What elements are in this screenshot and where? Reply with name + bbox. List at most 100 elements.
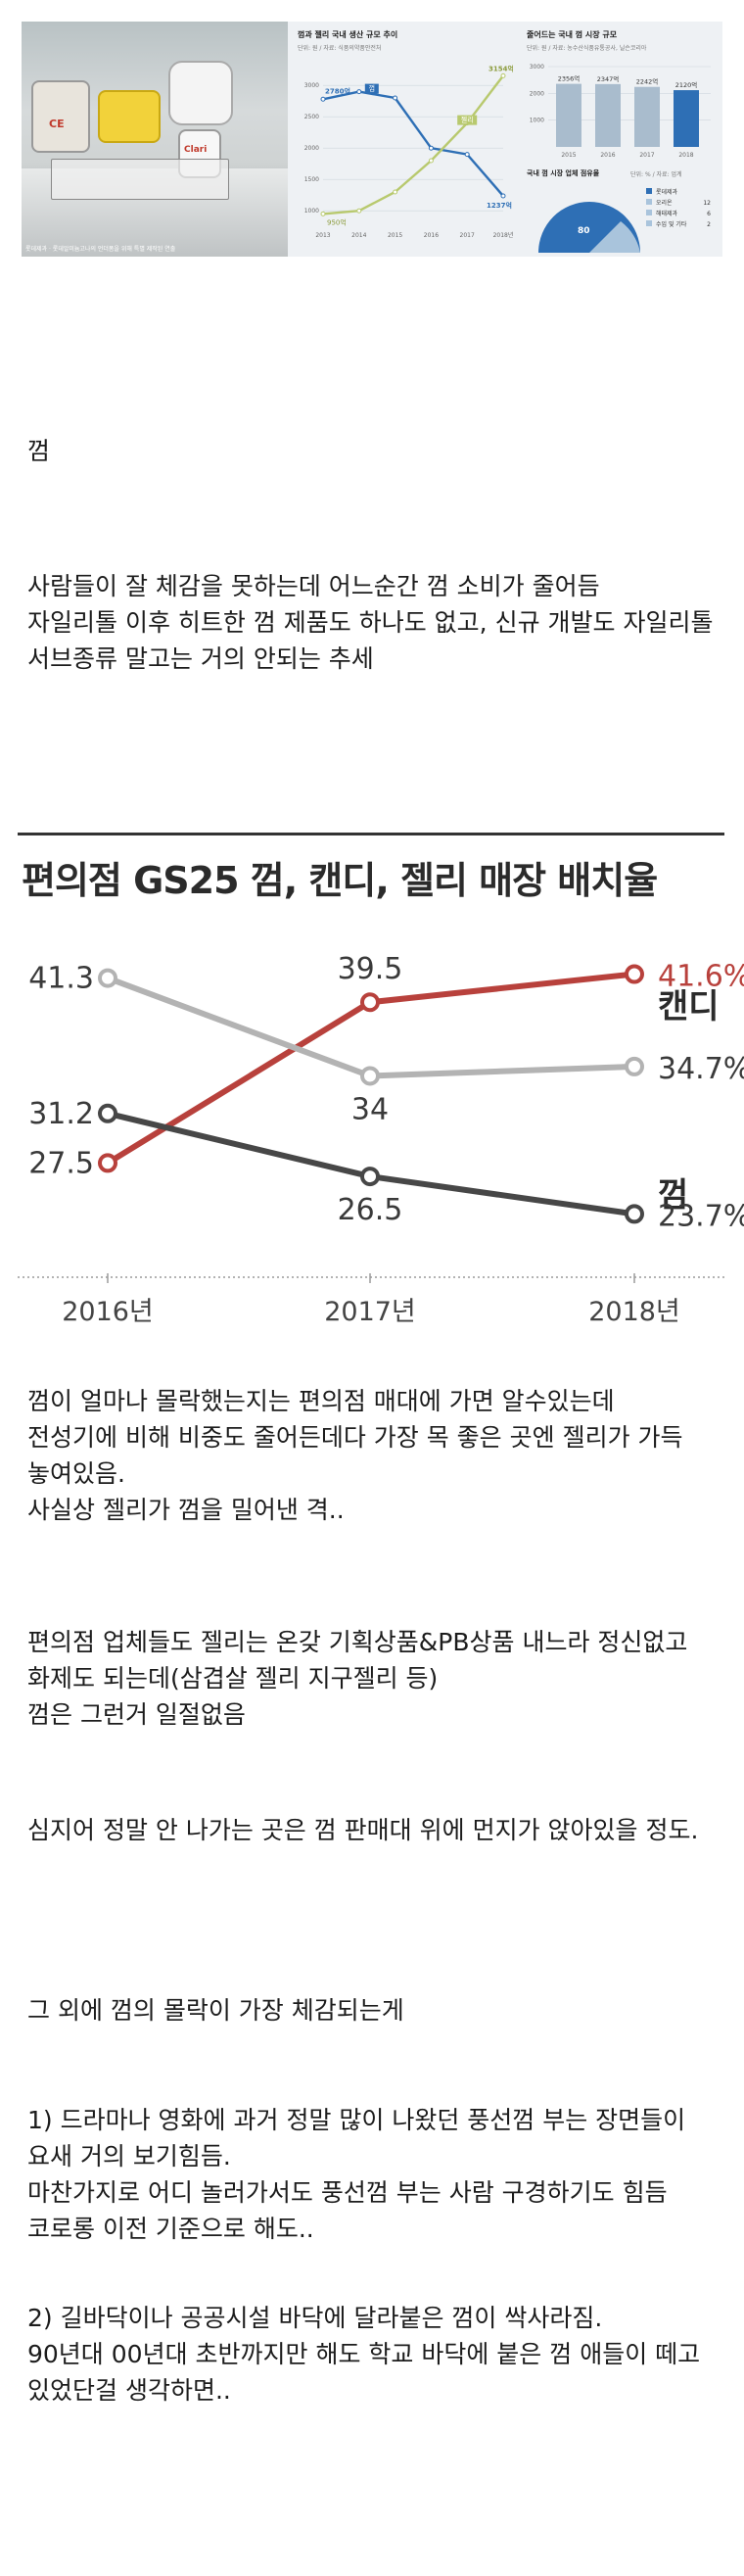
data-point-껌 [500, 193, 506, 199]
data-label: 2780억 [325, 86, 350, 95]
x-tick-label: 2017 [460, 232, 475, 239]
paragraph-gum: 껌 [27, 437, 51, 465]
bar [674, 90, 699, 147]
legend-label: 롯데제과 [656, 188, 678, 196]
store-photo: CE Clari 롯데제과 · 롯데알미늄고나의 언더폼을 위해 특별 제작된 … [22, 22, 288, 257]
infographic: 껌과 젤리 국내 생산 규모 추이 단위: 원 / 자료: 식품의약품안전처 3… [288, 22, 722, 257]
x-tick-label: 2013 [315, 232, 330, 239]
share-note: 단위: % / 자료: 업계 [630, 171, 682, 178]
data-label-캔디: 41.3 [28, 962, 94, 996]
legend-value: 6 [707, 211, 711, 217]
legend-value: 2 [707, 221, 711, 228]
x-tick-label: 2015 [561, 152, 576, 159]
legend-label: 오리온 [656, 199, 673, 207]
data-label-껌: 23.7% [658, 1199, 744, 1233]
legend-swatch [646, 199, 652, 205]
x-tick-label: 2014 [351, 232, 366, 239]
legend-swatch [646, 220, 652, 226]
jar-shape [168, 61, 233, 125]
x-tick-label: 2015 [388, 232, 402, 239]
bar-value-label: 2356억 [558, 75, 581, 83]
series-line-젤리 [322, 74, 504, 215]
data-point-껌 [464, 152, 470, 158]
data-label-젤리: 39.5 [338, 952, 403, 986]
x-tick-label: 2018년 [493, 231, 513, 239]
legend-swatch [646, 188, 652, 194]
y-tick-label: 1000 [530, 118, 544, 124]
jar-label: CE [49, 118, 65, 130]
left-chart-note: 단위: 원 / 자료: 식품의약품안전처 [298, 45, 382, 52]
series-name-캔디: 캔디 [658, 987, 720, 1026]
data-point-젤리 [625, 964, 644, 984]
market-bar-chart: 3000 2000 1000 2356억 2015 2347억 2016 2242억 2017 2… [530, 64, 711, 159]
data-point-껌 [98, 1103, 117, 1123]
data-label-젤리: 41.6% [658, 960, 744, 994]
data-label-껌: 26.5 [338, 1193, 403, 1227]
y-tick-label: 2500 [304, 114, 319, 120]
data-point-젤리 [356, 208, 362, 214]
jar-shape [51, 159, 229, 200]
series-line-껌 [322, 90, 504, 197]
chart-top-rule [18, 833, 724, 835]
data-point-젤리 [98, 1153, 117, 1173]
x-tick-label: 2018년 [588, 1297, 680, 1327]
bar-value-label: 2242억 [636, 78, 659, 86]
y-tick-label: 1000 [304, 208, 319, 215]
bar-value-label: 2347억 [597, 75, 620, 83]
news-image: CE Clari 롯데제과 · 롯데알미늄고나의 언더폼을 위해 특별 제작된 … [22, 22, 722, 257]
data-point-껌 [428, 145, 434, 151]
y-tick-label: 3000 [304, 82, 319, 89]
data-point-껌 [625, 1204, 644, 1224]
bar [595, 83, 621, 147]
x-tick-label: 2017년 [324, 1297, 416, 1327]
jar-shape [31, 80, 90, 153]
right-chart-title: 줄어드는 국내 껌 시장 규모 [527, 30, 618, 39]
data-point-젤리 [393, 189, 398, 195]
data-label: 3154억 [488, 64, 513, 72]
y-tick-label: 3000 [530, 64, 544, 71]
data-point-젤리 [500, 72, 506, 78]
data-label-캔디: 34 [351, 1092, 389, 1126]
paragraph-intro: 사람들이 잘 체감을 못하는데 어느순간 껌 소비가 줄어듬 자일리톨 이후 히… [27, 572, 714, 673]
paragraph-convenience: 껌이 얼마나 몰락했는지는 편의점 매대에 가면 알수있는데 전성기에 비해 비… [27, 1387, 683, 1524]
pie-slice [589, 221, 640, 253]
data-point-껌 [356, 89, 362, 95]
paragraph-dust: 심지어 정말 안 나가는 곳은 껌 판매대 위에 먼지가 앉아있을 정도. [27, 1816, 699, 1844]
data-label: 950억 [327, 218, 347, 226]
x-tick-label: 2018 [678, 152, 693, 159]
x-tick-label: 2017 [639, 152, 654, 159]
data-point-캔디 [360, 1066, 380, 1086]
legend-label: 껌 [369, 85, 375, 93]
gs25-chart-title: 편의점 GS25 껌, 캔디, 젤리 매장 배치율 [22, 859, 658, 902]
gs25-chart: 편의점 GS25 껌, 캔디, 젤리 매장 배치율 2016년 2017년 2018… [0, 833, 744, 1352]
data-label-젤리: 27.5 [28, 1146, 94, 1180]
bar [556, 83, 581, 147]
legend-label: 젤리 [461, 116, 474, 124]
paragraph-other: 그 외에 껌의 몰락이 가장 체감되는게 [27, 1996, 404, 2025]
paragraph-bubble-gum: 1) 드라마나 영화에 과거 정말 많이 나왔던 풍선껌 부는 장면들이 요새 … [27, 2106, 686, 2243]
bar-value-label: 2120억 [675, 81, 698, 89]
legend-swatch-gum [364, 83, 379, 94]
data-label-캔디: 34.7% [658, 1052, 744, 1086]
y-tick-label: 1500 [304, 176, 319, 183]
legend-swatch [646, 210, 652, 215]
bar [634, 86, 660, 147]
y-tick-label: 2000 [304, 145, 319, 152]
data-point-젤리 [360, 992, 380, 1013]
paragraph-products: 편의점 업체들도 젤리는 온갖 기획상품&PB상품 내느라 정신없고 화제도 되… [27, 1628, 688, 1729]
legend-swatch-jelly [457, 115, 478, 125]
legend-label: 해태제과 [656, 210, 678, 217]
data-label-껌: 31.2 [28, 1097, 94, 1131]
jar-shape [98, 90, 161, 143]
data-point-캔디 [625, 1056, 644, 1076]
x-tick-label: 2016 [600, 152, 615, 159]
legend-value: 12 [703, 200, 711, 207]
left-chart-title: 껌과 젤리 국내 생산 규모 추이 [298, 30, 398, 39]
data-point-젤리 [428, 158, 434, 164]
data-point-껌 [360, 1167, 380, 1187]
data-point-껌 [320, 96, 326, 102]
data-point-젤리 [320, 211, 326, 216]
share-title: 국내 껌 시장 업체 점유율 [527, 169, 600, 177]
x-tick-label: 2016년 [62, 1297, 154, 1327]
legend-label: 수입 및 기타 [656, 220, 687, 228]
